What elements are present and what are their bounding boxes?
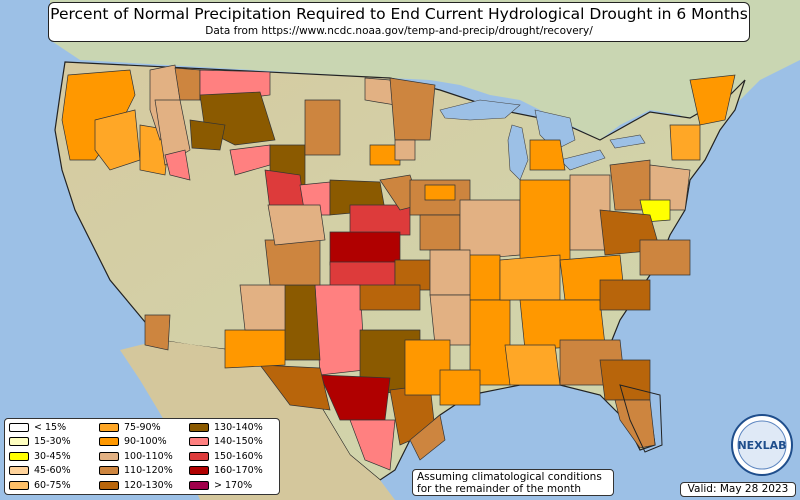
legend-item: 130-140% bbox=[189, 421, 263, 433]
legend-label: 110-120% bbox=[124, 465, 173, 476]
legend-swatch bbox=[189, 451, 209, 461]
assumption-note: Assuming climatological conditions for t… bbox=[412, 469, 614, 496]
legend-label: 120-130% bbox=[124, 479, 173, 491]
legend-item: 150-160% bbox=[189, 450, 263, 462]
lake-erie bbox=[559, 149, 606, 171]
legend-label: < 15% bbox=[34, 421, 67, 433]
legend-item: 120-130% bbox=[99, 479, 173, 491]
legend: < 15% 15-30% 30-45% 45-60% 60-75% 75-90% 90-10… bbox=[4, 418, 280, 495]
legend-swatch bbox=[9, 437, 29, 446]
legend-item: 75-90% bbox=[99, 421, 161, 433]
lake-ontario bbox=[609, 134, 646, 149]
legend-item: 60-75% bbox=[9, 479, 71, 491]
legend-label: 130-140% bbox=[214, 421, 263, 433]
florida bbox=[619, 384, 663, 453]
legend-label: 160-170% bbox=[214, 465, 263, 476]
legend-swatch bbox=[189, 466, 209, 475]
legend-swatch bbox=[9, 451, 29, 461]
legend-item: > 170% bbox=[189, 479, 252, 491]
legend-swatch bbox=[99, 480, 119, 490]
legend-label: 90-100% bbox=[124, 436, 167, 447]
legend-item: < 15% bbox=[9, 421, 66, 433]
legend-item: 110-120% bbox=[99, 465, 173, 477]
legend-item: 160-170% bbox=[189, 465, 263, 477]
legend-item: 15-30% bbox=[9, 436, 71, 448]
legend-label: 30-45% bbox=[34, 450, 71, 462]
legend-swatch bbox=[99, 451, 119, 461]
legend-label: 140-150% bbox=[214, 436, 263, 447]
legend-swatch bbox=[99, 437, 119, 446]
logo-text: NEXLAB bbox=[737, 439, 786, 452]
lake-superior bbox=[439, 99, 521, 121]
legend-item: 140-150% bbox=[189, 436, 263, 448]
legend-swatch bbox=[9, 422, 29, 432]
legend-swatch bbox=[189, 480, 209, 490]
valid-date: Valid: May 28 2023 bbox=[680, 482, 796, 497]
legend-swatch bbox=[189, 422, 209, 432]
legend-label: > 170% bbox=[214, 479, 253, 491]
legend-label: 60-75% bbox=[34, 479, 71, 491]
title-box: Percent of Normal Precipitation Required… bbox=[48, 2, 750, 42]
legend-swatch bbox=[9, 466, 29, 475]
legend-swatch bbox=[99, 466, 119, 475]
legend-label: 75-90% bbox=[124, 421, 161, 433]
legend-label: 15-30% bbox=[34, 436, 71, 447]
legend-swatch bbox=[189, 437, 209, 446]
legend-item: 100-110% bbox=[99, 450, 173, 462]
legend-label: 100-110% bbox=[124, 450, 173, 462]
nexlab-logo: NEXLAB bbox=[731, 414, 793, 476]
drought-regions bbox=[61, 64, 736, 471]
map-subtitle: Data from https://www.ncdc.noaa.gov/temp… bbox=[205, 25, 593, 37]
legend-swatch bbox=[99, 422, 119, 432]
legend-swatch bbox=[9, 480, 29, 490]
legend-label: 150-160% bbox=[214, 450, 263, 462]
map-title: Percent of Normal Precipitation Required… bbox=[50, 5, 748, 23]
legend-label: 45-60% bbox=[34, 465, 71, 476]
legend-item: 90-100% bbox=[99, 436, 167, 448]
legend-item: 45-60% bbox=[9, 465, 71, 477]
legend-item: 30-45% bbox=[9, 450, 71, 462]
